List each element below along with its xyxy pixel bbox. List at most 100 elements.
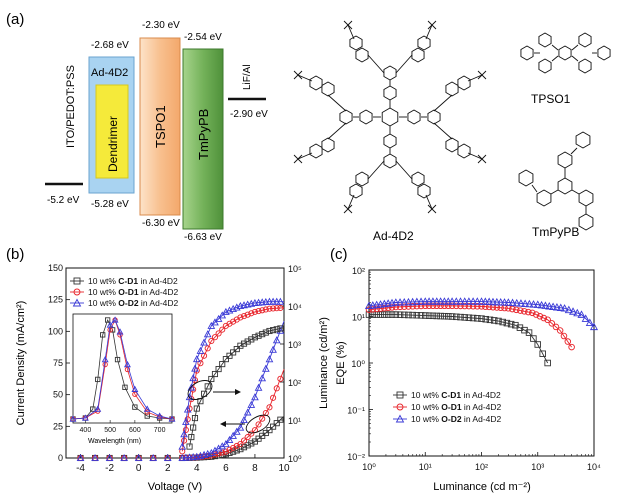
- legend-bold: O-D2: [441, 414, 462, 424]
- bond: [347, 24, 355, 40]
- circle-marker-icon: [525, 308, 532, 316]
- bond: [433, 94, 453, 112]
- square-marker-icon: [226, 352, 233, 359]
- triangle-marker-icon: [143, 405, 151, 412]
- bond: [395, 54, 413, 74]
- circle-marker-icon: [211, 451, 219, 458]
- square-marker-icon: [270, 327, 277, 334]
- legend-post: in Ad-4D2: [139, 298, 179, 308]
- circle-marker-icon: [540, 314, 548, 322]
- benzene-ring: [407, 109, 421, 125]
- square-marker-icon: [392, 311, 400, 318]
- circle-marker-icon: [182, 426, 189, 433]
- circle-marker-icon: [240, 313, 248, 320]
- triangle-marker-icon: [106, 321, 114, 328]
- square-marker-icon: [211, 370, 219, 378]
- legend-bold: O-D1: [441, 402, 462, 412]
- triangle-marker-icon: [416, 297, 426, 305]
- panel-a: (a) -5.2 eV ITO/PEDOT:PSS Ad-4D2 -2.68 e…: [6, 11, 611, 243]
- ad4d2-top-text: -2.68 eV: [91, 40, 129, 51]
- y2-tick-label: 10¹: [288, 416, 301, 426]
- circle-marker-icon: [425, 302, 433, 310]
- circle-marker-icon: [124, 366, 131, 373]
- square-marker-icon: [244, 338, 251, 345]
- triangle-marker-icon: [469, 297, 478, 305]
- circle-marker-icon: [536, 313, 544, 320]
- square-marker-icon: [490, 317, 498, 324]
- triangle-marker-icon: [549, 302, 558, 310]
- y2-tick-label: 10³: [288, 340, 301, 350]
- triangle-marker-icon: [568, 307, 578, 315]
- circle-marker-icon: [388, 304, 396, 311]
- square-marker-icon: [482, 315, 489, 323]
- tmpypb-structure: [518, 131, 594, 231]
- dendrimer-box: [95, 84, 129, 179]
- benzene-ring: [597, 45, 611, 61]
- tspo1-bottom-text: -6.30 eV: [142, 218, 180, 229]
- circle-marker-icon: [208, 337, 215, 345]
- square-marker-icon: [461, 314, 468, 321]
- square-marker-icon: [244, 442, 251, 449]
- carbazole-ring: [417, 183, 431, 199]
- triangle-marker-icon: [552, 303, 561, 311]
- circle-marker-icon: [478, 303, 485, 310]
- square-marker-icon: [95, 376, 101, 383]
- y2-tick-label: 10⁴: [288, 302, 302, 312]
- benzene-ring: [383, 85, 397, 101]
- square-marker-icon: [204, 383, 211, 390]
- square-marker-icon: [219, 361, 226, 368]
- square-marker-icon: [544, 359, 551, 367]
- bond: [425, 24, 433, 40]
- square-marker-icon: [495, 317, 502, 325]
- tpso1-label: TPSO1: [531, 92, 571, 106]
- triangle-marker-icon: [395, 298, 405, 306]
- series-line: [182, 321, 285, 459]
- lifal-label: LiF/Al: [242, 64, 253, 90]
- circle-marker-icon: [409, 303, 416, 310]
- triangle-marker-icon: [156, 412, 164, 419]
- legend-entry: 10 wt% O-D1 in Ad-4D2: [411, 402, 502, 412]
- triangle-marker-icon: [276, 326, 285, 334]
- triangle-marker-icon: [163, 453, 172, 462]
- benzene-ring: [536, 189, 552, 207]
- triangle-marker-icon: [485, 297, 494, 306]
- triangle-marker-icon: [187, 383, 196, 391]
- square-marker-icon: [122, 384, 128, 390]
- square-marker-icon: [465, 314, 473, 321]
- triangle-marker-icon: [168, 415, 176, 422]
- circle-marker-icon: [445, 302, 452, 310]
- square-marker-icon: [266, 427, 273, 434]
- square-marker-icon: [413, 311, 421, 319]
- square-marker-icon: [474, 315, 481, 322]
- triangle-marker-icon: [218, 442, 227, 450]
- square-marker-icon: [445, 313, 452, 320]
- x-tick-label: 10³: [531, 462, 544, 472]
- legend-post: in Ad-4D2: [462, 402, 502, 412]
- carbazole-ring: [349, 183, 363, 199]
- inset-tick-label: 600: [129, 427, 141, 434]
- square-marker-icon: [384, 311, 392, 318]
- circle-marker-icon: [396, 403, 404, 411]
- x-tick-label: 10⁰: [362, 462, 376, 472]
- triangle-marker-icon: [214, 314, 223, 322]
- tmpypb-top-text: -2.54 eV: [184, 32, 222, 43]
- carbazole-ring: [355, 47, 369, 63]
- circle-marker-icon: [237, 314, 244, 321]
- plot-c-series: [364, 297, 599, 367]
- bond: [343, 20, 353, 30]
- circle-marker-icon: [485, 303, 493, 311]
- triangle-marker-icon: [272, 297, 281, 305]
- triangle-marker-icon: [120, 453, 128, 462]
- triangle-marker-icon: [560, 304, 569, 312]
- square-marker-icon: [400, 311, 408, 319]
- tspo1-label: TSPO1: [153, 105, 168, 148]
- x-tick-label: 10¹: [419, 462, 432, 472]
- legend-post: in Ad-4D2: [461, 390, 501, 400]
- circle-marker-icon: [544, 316, 551, 324]
- x-tick-label: -2: [105, 463, 114, 474]
- circle-marker-icon: [556, 327, 564, 334]
- circle-marker-icon: [517, 307, 524, 314]
- x-tick-label: 10: [278, 463, 290, 474]
- panel-b: (b) -4 -2 0 2 4 6 8 10025507510012515010⁰10¹10²…: [6, 246, 330, 493]
